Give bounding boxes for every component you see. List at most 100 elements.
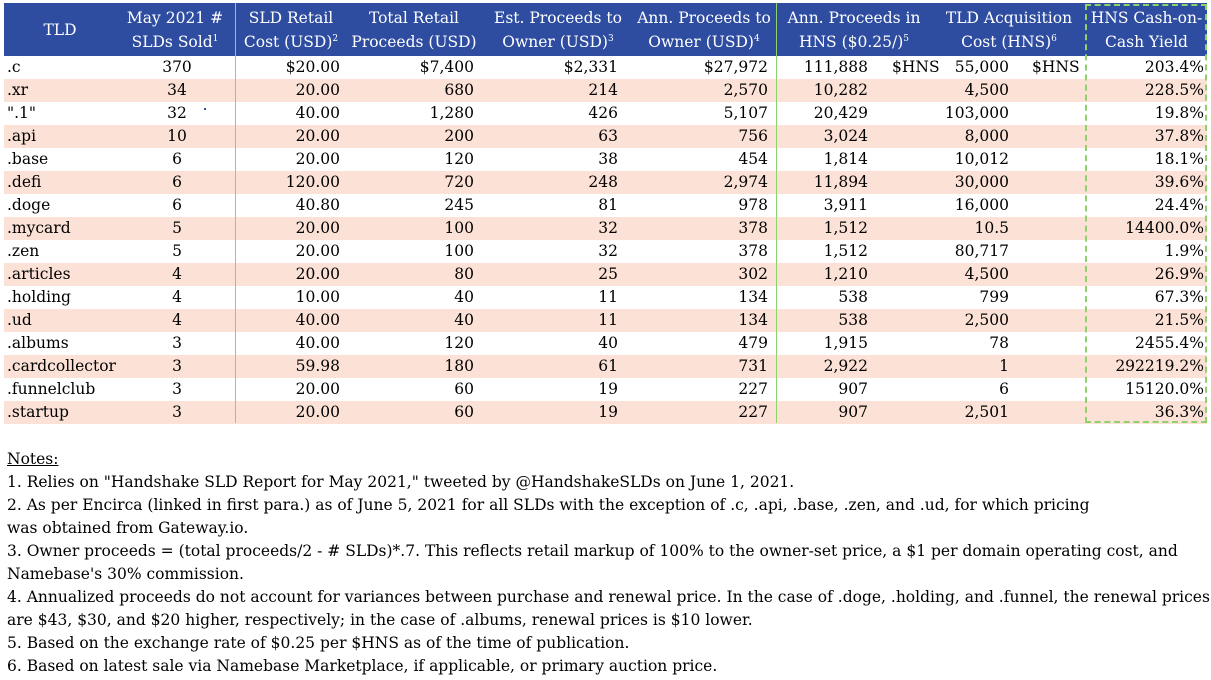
- cell-hns: 2,922: [823, 357, 868, 375]
- header-line-2-text: Proceeds (USD): [351, 32, 477, 51]
- cell-sold: 32: [167, 104, 187, 122]
- cell-yield: 203.4%: [1144, 58, 1204, 76]
- cell-yield: 67.3%: [1154, 288, 1204, 306]
- footnote-marker: 4: [753, 33, 760, 44]
- cell-sold: 6: [172, 196, 182, 214]
- cell-yield: 37.8%: [1154, 127, 1204, 145]
- header-line-1: SLD Retail: [248, 8, 334, 27]
- cell-hns: 1,915: [823, 334, 868, 352]
- header-line-2-text: Owner (USD): [648, 32, 754, 51]
- cell-est: 19: [598, 380, 618, 398]
- cell-est: 61: [598, 357, 618, 375]
- cell-retail: 20.00: [295, 265, 340, 283]
- cell-hns: 538: [838, 288, 868, 306]
- note-line: 6. Based on latest sale via Namebase Mar…: [7, 657, 718, 675]
- cell-est: $2,331: [563, 58, 618, 76]
- table-row: .cardcollector 3 59.98 180 61 731 2,922 1 292219…: [4, 355, 1207, 378]
- cell-ann: 731: [738, 357, 768, 375]
- header-cell: SLD Retail Cost (USD)2: [236, 3, 346, 56]
- note-line: 2. As per Encirca (linked in first para.…: [7, 496, 1090, 514]
- cell-yield: 39.6%: [1154, 173, 1204, 191]
- cell-hns: 1,210: [823, 265, 868, 283]
- cell-hns: 20,429: [813, 104, 868, 122]
- cell-hns: 1,814: [823, 150, 868, 168]
- table-body: .c 370 $20.00 $7,400 $2,331 $27,972 111,888 $HN…: [4, 56, 1207, 424]
- cell-retail: 20.00: [295, 219, 340, 237]
- cell-hns: 538: [838, 311, 868, 329]
- cell-acq-unit: [1032, 240, 1082, 263]
- header-line-2: Owner (USD)4: [648, 30, 759, 54]
- cell-tld: .articles: [7, 265, 71, 283]
- table-row: .zen 5 20.00 100 32 378 1,512 80,717 1.9%: [4, 240, 1207, 263]
- cell-acq: 10,012: [954, 150, 1009, 168]
- header-line-1: HNS Cash-on-: [1090, 8, 1203, 27]
- table-row: .articles 4 20.00 80 25 302 1,210 4,500 26.9%: [4, 263, 1207, 286]
- header-line-2-text: Cash Yield: [1105, 32, 1188, 51]
- cell-tld: .startup: [7, 403, 69, 421]
- header-line-1: Ann. Proceeds in: [787, 8, 921, 27]
- cell-retail: 20.00: [295, 242, 340, 260]
- header-line-2: HNS ($0.25/)5: [799, 30, 909, 54]
- header-line-2: Cost (USD)2: [244, 30, 338, 54]
- header-cell: May 2021 # SLDs Sold1: [116, 3, 234, 56]
- note-line: was obtained from Gateway.io.: [7, 519, 249, 537]
- cell-acq-unit: [1032, 102, 1082, 125]
- cell-tld: .api: [7, 127, 37, 145]
- cell-acq-unit: [1032, 263, 1082, 286]
- cell-yield: 292219.2%: [1115, 357, 1204, 375]
- cell-tld: .albums: [7, 334, 69, 352]
- cell-total: 40: [454, 311, 474, 329]
- column-divider: [235, 3, 236, 423]
- cell-acq-unit: [1032, 79, 1082, 102]
- cell-est: 214: [588, 81, 618, 99]
- cell-ann: 5,107: [723, 104, 768, 122]
- cell-acq-unit: [1032, 332, 1082, 355]
- cell-hns: 10,282: [813, 81, 868, 99]
- header-line-1: Est. Proceeds to: [494, 8, 622, 27]
- cell-retail: 40.00: [295, 311, 340, 329]
- cell-retail: 20.00: [295, 380, 340, 398]
- notes-list: 1. Relies on "Handshake SLD Report for M…: [7, 471, 1210, 678]
- cell-ann: 134: [738, 311, 768, 329]
- table-row: .startup 3 20.00 60 19 227 907 2,501 36.3%: [4, 401, 1207, 424]
- cell-est: 19: [598, 403, 618, 421]
- cell-retail: 40.80: [295, 196, 340, 214]
- cell-tld: .cardcollector: [7, 357, 116, 375]
- cell-hns: 907: [838, 380, 868, 398]
- cell-hns: 111,888: [803, 58, 868, 76]
- cell-total: 245: [444, 196, 474, 214]
- cell-ann: 454: [738, 150, 768, 168]
- stray-dot: [204, 108, 206, 110]
- cell-est: 40: [598, 334, 618, 352]
- table-row: .albums 3 40.00 120 40 479 1,915 78 2455.4%: [4, 332, 1207, 355]
- cell-acq: 30,000: [954, 173, 1009, 191]
- table-row: .base 6 20.00 120 38 454 1,814 10,012 18.1%: [4, 148, 1207, 171]
- cell-total: 200: [444, 127, 474, 145]
- cell-ann: 2,974: [723, 173, 768, 191]
- note-line: are $43, $30, and $20 higher, respective…: [7, 611, 753, 629]
- note-line: 4. Annualized proceeds do not account fo…: [7, 588, 1210, 606]
- note-line: 3. Owner proceeds = (total proceeds/2 - …: [7, 542, 1178, 560]
- cell-acq: 8,000: [964, 127, 1009, 145]
- cell-retail: 40.00: [295, 334, 340, 352]
- cell-total: $7,400: [419, 58, 474, 76]
- cell-acq: 1: [999, 357, 1009, 375]
- cell-retail: 20.00: [295, 403, 340, 421]
- cell-yield: 26.9%: [1154, 265, 1204, 283]
- cell-est: 32: [598, 219, 618, 237]
- cell-hns: 11,894: [813, 173, 868, 191]
- cell-total: 60: [454, 380, 474, 398]
- cell-sold: 4: [172, 265, 182, 283]
- header-line-2: SLDs Sold1: [132, 30, 219, 54]
- cell-sold: 5: [172, 242, 182, 260]
- cell-sold: 10: [167, 127, 187, 145]
- cell-yield: 14400.0%: [1125, 219, 1204, 237]
- cell-est: 38: [598, 150, 618, 168]
- cell-total: 100: [444, 242, 474, 260]
- cell-yield: 1.9%: [1164, 242, 1204, 260]
- cell-hns: 1,512: [823, 219, 868, 237]
- header-line-2-text: Cost (HNS): [961, 32, 1052, 51]
- cell-acq-unit: [1032, 125, 1082, 148]
- cell-tld: .xr: [7, 81, 29, 99]
- cell-tld: .zen: [7, 242, 40, 260]
